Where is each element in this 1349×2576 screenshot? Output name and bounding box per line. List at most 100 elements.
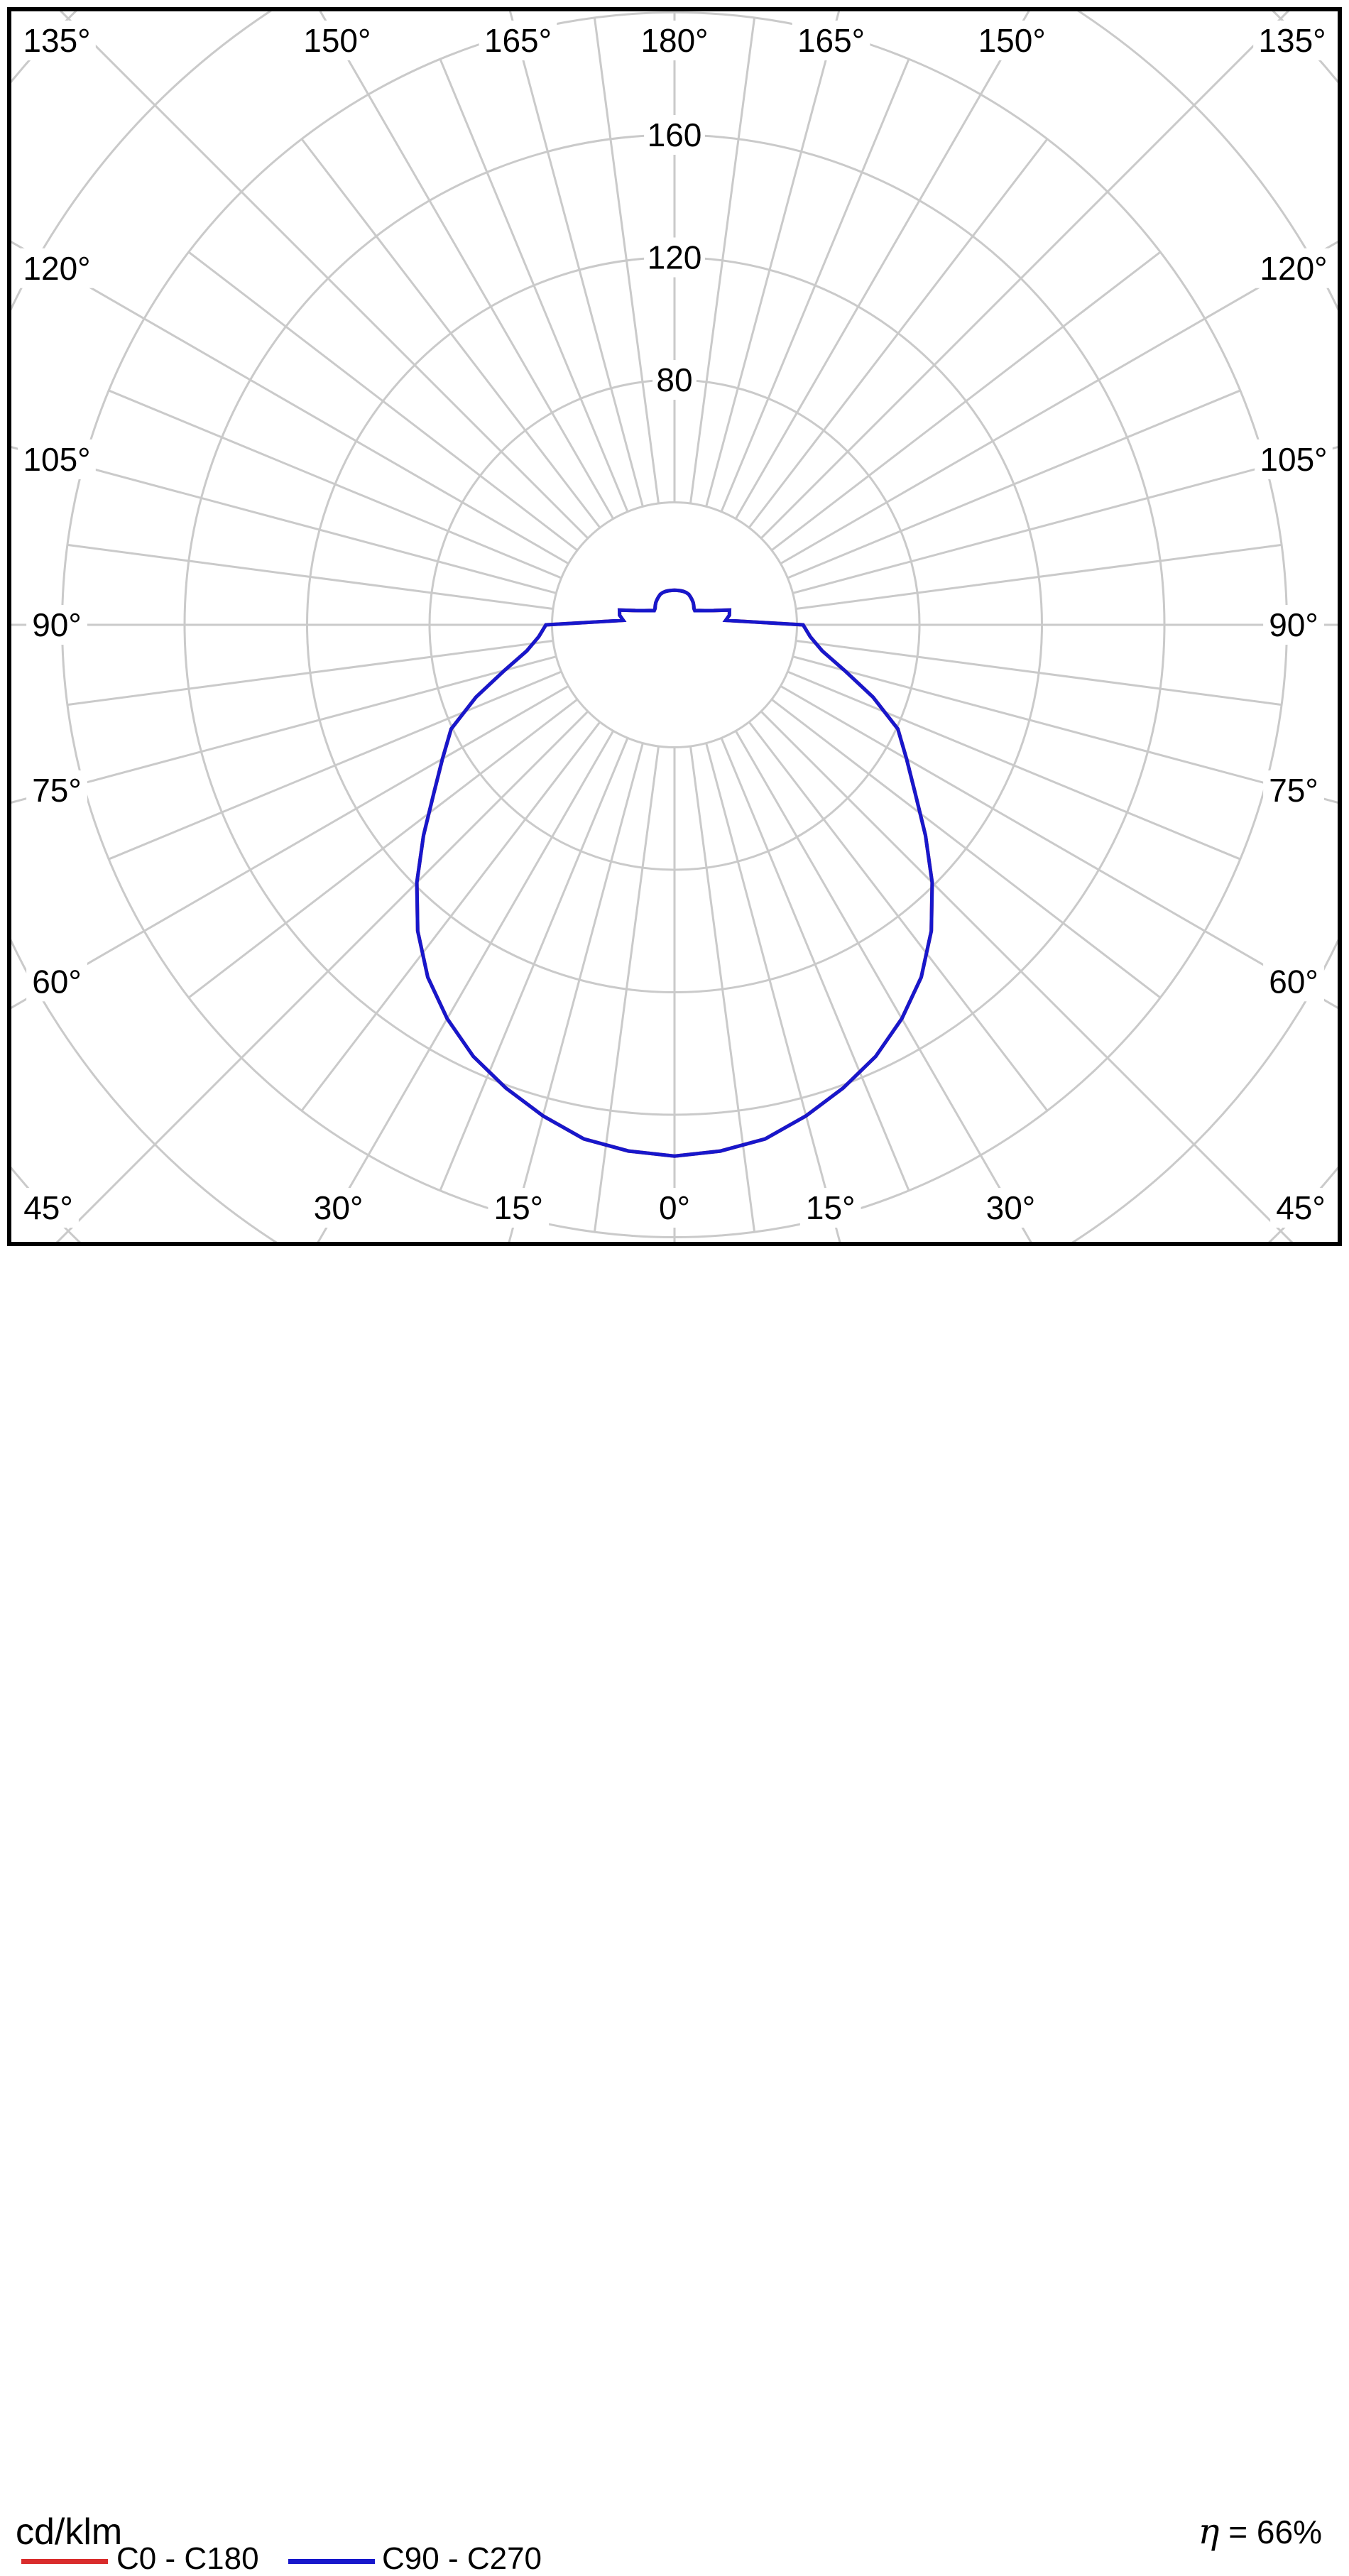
photometric-polar-diagram: 0° 15° 15° 30° 30° 45° 45° 60° 60° 75° 75° 90° 90° 10… [0,7,1349,2575]
grid-spoke-major [734,730,1032,1242]
polar-chart: 0° 15° 15° 30° 30° 45° 45° 60° 60° 75° 75° 90° 90° 10… [7,7,1342,1246]
grid-spoke-minor [300,138,601,529]
grid-spoke-minor [770,698,1162,999]
grid-spoke-minor [795,543,1282,610]
angle-label-120-right: 120° [1260,250,1327,287]
grid-spoke-minor [748,138,1049,529]
angle-label-15-right: 15° [806,1189,856,1226]
angle-label-60-left: 60° [32,963,82,1000]
grid-spoke-major [319,11,615,520]
grid-spoke-minor [108,670,562,861]
angle-label-180-right-bg [635,21,714,60]
angle-label-15-right-bg [799,1188,861,1228]
angle-label-90-left: 90° [32,606,82,643]
angle-label-60-right-bg [1263,961,1324,1002]
legend-label-c0-c180: C0 - C180 [116,2541,259,2576]
angle-label-165-right-bg [792,21,870,60]
legend-label-c90-c270: C90 - C270 [382,2541,542,2576]
efficiency-text: = 66% [1219,2514,1322,2550]
grid-spoke-major [780,684,1338,1009]
efficiency-value: η = 66% [1198,2514,1322,2549]
grid-spoke-minor [593,17,660,504]
angle-label-0-right-bg [652,1188,697,1228]
angle-label-150-right-bg [973,21,1051,60]
diagram-footer: cd/klm η = 66% C0 - C180 C90 - C270 [0,1247,1349,2575]
grid-spoke-minor [689,17,756,504]
angle-label-90-right-bg [1263,605,1324,645]
grid-spoke-major [508,11,644,507]
angle-label-135-left: 135° [23,22,90,59]
grid-spoke-major [317,730,615,1242]
angle-label-30-right-bg [980,1188,1042,1228]
grid-ring-40 [551,501,798,748]
angle-label-30-right: 30° [986,1189,1036,1226]
grid-spoke-major [11,446,557,594]
grid-spoke-minor [770,251,1162,552]
ring-label-120: 120 [648,239,702,276]
grid-spoke-minor [720,737,910,1191]
grid-spoke-minor [67,640,554,706]
grid-spoke-minor [187,698,579,999]
grid-spoke-minor [67,543,554,610]
curve-c90-c270 [415,588,934,1158]
angle-label-0-right: 0° [659,1189,690,1226]
grid-spoke-minor [720,58,910,513]
ring-label-120-bg [644,237,705,278]
angle-label-135-right: 135° [1258,22,1326,59]
ring-label-160: 160 [648,116,702,153]
grid-spoke-major [705,743,841,1242]
polar-grid [11,11,1338,1242]
unit-label: cd/klm [16,2511,123,2553]
angle-label-60-left-bg [26,961,87,1002]
angle-label-45-right-bg [1270,1188,1331,1228]
eta-symbol: η [1198,2511,1220,2552]
legend-swatch-c0-c180 [21,2559,108,2564]
grid-spoke-minor [439,737,629,1191]
grid-spoke-major [792,655,1338,804]
grid-spoke-major [55,710,589,1242]
grid-spoke-major [11,655,557,804]
grid-spoke-minor [300,721,601,1112]
angle-label-165-left-bg [479,21,557,60]
grid-spoke-minor [795,640,1282,706]
angle-label-150-left-bg [298,21,376,60]
grid-spoke-major [11,241,569,565]
grid-spoke-minor [187,251,579,552]
angle-label-75-right: 75° [1269,772,1318,809]
grid-spoke-major [734,11,1030,520]
grid-spoke-major [780,241,1338,565]
angle-label-165-right: 165° [797,22,865,59]
angle-label-30-left: 30° [314,1189,364,1226]
grid-spoke-minor [787,389,1241,579]
angle-label-90-right: 90° [1269,606,1318,643]
angle-label-165-left: 165° [484,22,552,59]
angle-label-120-left-bg [18,248,96,288]
angle-label-105-left: 105° [23,441,90,478]
grid-spoke-major [11,684,569,1009]
grid-spoke-minor [439,58,629,513]
angle-label-150-right: 150° [978,22,1046,59]
grid-spoke-major [760,710,1294,1242]
angle-label-90-left-bg [26,605,87,645]
angle-label-75-left: 75° [32,772,82,809]
ring-label-80: 80 [656,361,692,398]
angle-label-105-right-bg [1255,439,1333,479]
angle-label-75-right-bg [1263,770,1324,811]
angle-label-45-left-bg [18,1188,79,1228]
grid-spoke-minor [748,721,1049,1112]
plot-border [7,7,1342,1246]
angle-label-15-left-bg [488,1188,550,1228]
angle-label-15-left: 15° [494,1189,544,1226]
ring-label-160-bg [644,115,705,155]
angle-label-180-right: 180° [640,22,708,59]
angle-label-105-right: 105° [1260,441,1327,478]
ring-label-80-bg [652,360,697,400]
grid-spoke-minor [108,389,562,579]
angle-label-120-right-bg [1255,248,1333,288]
angle-label-60-right: 60° [1269,963,1318,1000]
grid-spoke-major [792,446,1338,594]
angle-label-45-left: 45° [23,1189,73,1226]
angle-label-135-right-bg [1253,21,1331,60]
grid-spoke-minor [593,746,660,1233]
angle-label-105-left-bg [18,439,96,479]
